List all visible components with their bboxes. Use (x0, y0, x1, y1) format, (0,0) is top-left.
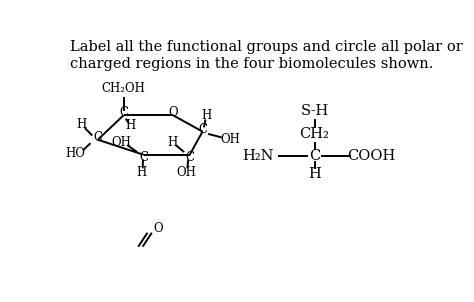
Text: C: C (309, 149, 320, 162)
Text: H: H (167, 136, 177, 149)
Text: HO: HO (66, 147, 86, 160)
Text: C: C (119, 106, 128, 119)
Text: CH₂OH: CH₂OH (101, 82, 146, 95)
Text: C: C (93, 131, 102, 144)
Text: H: H (137, 166, 147, 179)
Text: H: H (201, 109, 211, 122)
Text: H: H (308, 167, 321, 181)
Text: O: O (168, 106, 178, 119)
Text: CH₂: CH₂ (300, 127, 329, 141)
Text: C: C (139, 151, 148, 164)
Text: O: O (154, 222, 163, 235)
Text: OH: OH (220, 133, 240, 146)
Text: S-H: S-H (301, 104, 328, 118)
Text: charged regions in the four biomolecules shown.: charged regions in the four biomolecules… (70, 57, 434, 71)
Text: OH: OH (177, 166, 197, 179)
Text: Label all the functional groups and circle all polar or: Label all the functional groups and circ… (70, 40, 463, 54)
Text: H: H (125, 119, 135, 132)
Text: OH: OH (112, 136, 132, 149)
Text: H: H (76, 118, 86, 131)
Text: C: C (198, 123, 207, 136)
Text: H₂N: H₂N (242, 149, 273, 162)
Text: COOH: COOH (347, 149, 396, 162)
Text: C: C (185, 151, 194, 164)
